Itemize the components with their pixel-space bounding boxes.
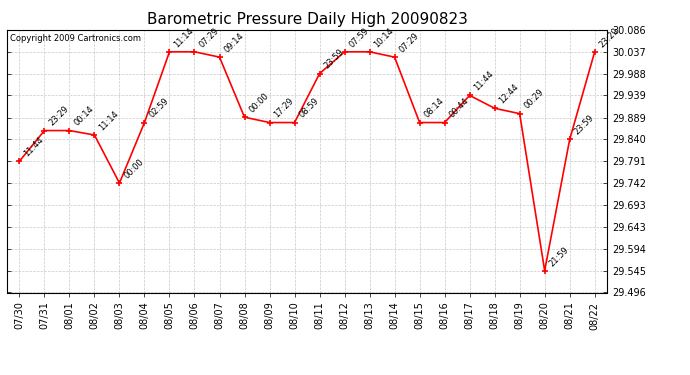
Text: 09:14: 09:14	[222, 31, 246, 54]
Text: 00:14: 00:14	[72, 105, 95, 128]
Text: 08:59: 08:59	[297, 96, 321, 120]
Text: Copyright 2009 Cartronics.com: Copyright 2009 Cartronics.com	[10, 34, 141, 43]
Text: 12:44: 12:44	[497, 82, 520, 105]
Text: 00:29: 00:29	[522, 88, 546, 111]
Text: 23:59: 23:59	[322, 48, 346, 71]
Text: 07:59: 07:59	[347, 26, 371, 49]
Text: 10:14: 10:14	[373, 26, 395, 49]
Text: 08:14: 08:14	[422, 96, 446, 120]
Text: 11:44: 11:44	[473, 69, 495, 93]
Text: 00:00: 00:00	[122, 157, 146, 180]
Text: 21:59: 21:59	[547, 245, 571, 268]
Text: 00:00: 00:00	[247, 91, 270, 114]
Text: 00:44: 00:44	[447, 97, 471, 120]
Text: 07:29: 07:29	[397, 31, 421, 54]
Text: 07:29: 07:29	[197, 26, 221, 49]
Text: 11:44: 11:44	[22, 135, 46, 159]
Text: 02:59: 02:59	[147, 97, 170, 120]
Title: Barometric Pressure Daily High 20090823: Barometric Pressure Daily High 20090823	[146, 12, 468, 27]
Text: 17:29: 17:29	[273, 96, 295, 120]
Text: 11:14: 11:14	[97, 109, 120, 132]
Text: 11:14: 11:14	[172, 26, 195, 49]
Text: 23:29: 23:29	[598, 26, 621, 49]
Text: 23:29: 23:29	[47, 105, 70, 128]
Text: 23:59: 23:59	[573, 113, 595, 136]
